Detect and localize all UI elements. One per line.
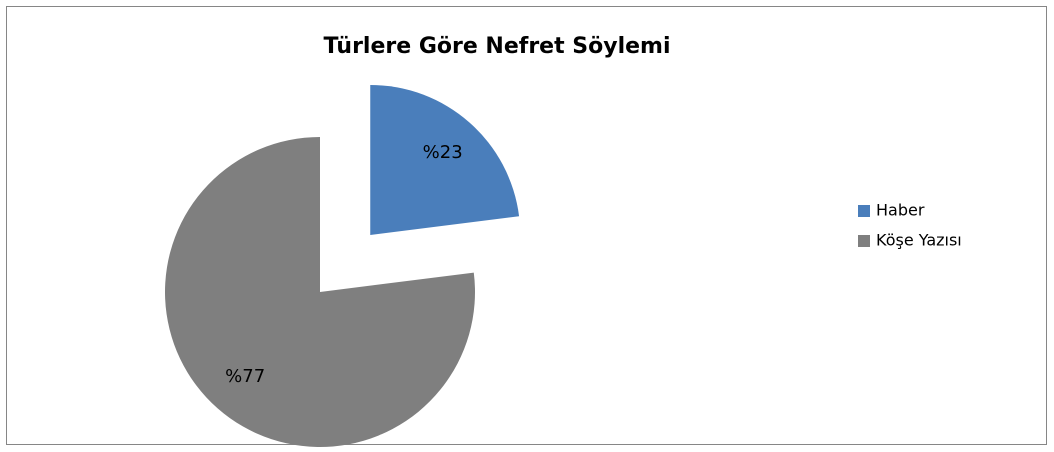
data-label: %77 [225,366,265,387]
chart-title: Türlere Göre Nefret Söylemi [324,34,671,59]
data-label: %23 [423,142,463,163]
legend-swatch [858,205,870,217]
chart-border [6,6,1047,445]
legend-swatch [858,235,870,247]
legend-label: Köşe Yazısı [876,231,962,250]
pie-slice [165,137,476,447]
pie-slice [370,84,520,235]
legend-label: Haber [876,201,925,220]
